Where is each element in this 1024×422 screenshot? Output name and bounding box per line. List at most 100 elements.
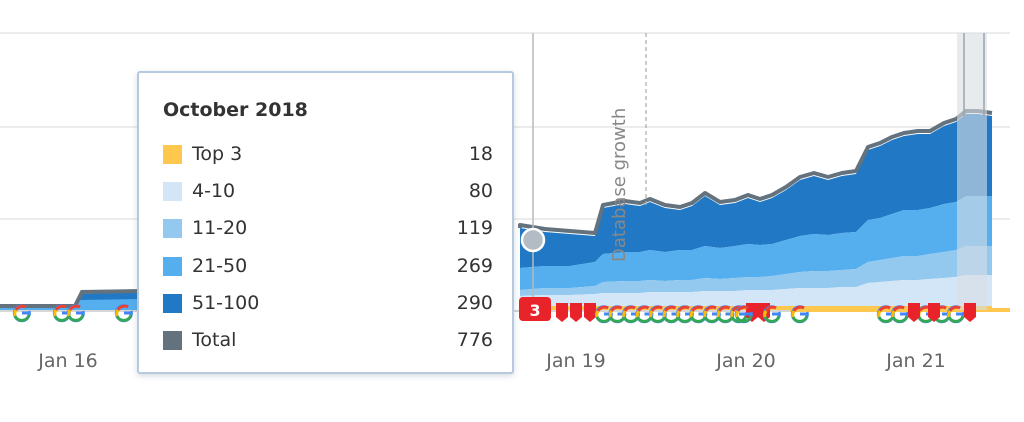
highlight-band	[957, 33, 987, 310]
google-icon-arc	[67, 309, 72, 317]
google-icon-arc	[763, 310, 768, 318]
note-marker-shape	[570, 303, 582, 322]
google-icon-arc	[649, 310, 654, 318]
google-icon-arc	[54, 304, 67, 311]
google-icon-arc	[622, 310, 627, 318]
google-icon-arc	[718, 305, 731, 312]
legend-swatch	[163, 294, 182, 313]
note-marker	[570, 303, 582, 322]
google-icon-arc	[67, 314, 85, 322]
stacked-area-layers	[0, 114, 992, 310]
google-icon	[890, 305, 909, 324]
google-icon-arc	[116, 304, 129, 311]
google-icon-arc	[53, 309, 58, 317]
note-marker-shape	[928, 303, 940, 322]
google-icon-arc	[703, 310, 708, 318]
tooltip-row-51-100: 51-100 290	[163, 291, 493, 315]
tooltip-row-label: Total	[192, 329, 237, 351]
tooltip-row-value: 290	[456, 292, 493, 314]
google-icon-arc	[947, 310, 952, 318]
legend-swatch	[163, 257, 182, 276]
note-marker-shape	[908, 303, 920, 322]
google-icon-arc	[664, 305, 677, 312]
tooltip-row-value: 269	[456, 255, 493, 277]
google-icon-arc	[689, 310, 694, 318]
google-icon-arc	[716, 310, 721, 318]
hover-point	[520, 227, 546, 253]
tooltip-row-label: 4-10	[192, 180, 236, 202]
google-icon	[790, 305, 809, 324]
tooltip-row-value: 776	[456, 329, 493, 351]
google-icon-arc	[691, 305, 704, 312]
data-tooltip: October 2018 Top 3 18 4-10 80 11-20 119 …	[137, 71, 514, 374]
note-marker	[556, 303, 568, 322]
tooltip-row-top-3: Top 3 18	[163, 142, 493, 166]
google-icon	[734, 305, 753, 324]
area-51-100	[520, 114, 992, 268]
google-icon-arc	[662, 310, 667, 318]
tooltip-row-total: Total 776	[163, 328, 493, 352]
google-icon-arc	[878, 305, 891, 312]
tooltip-row-21-50: 21-50 269	[163, 254, 493, 278]
note-marker-shape	[584, 303, 596, 322]
google-icon-arc	[877, 310, 882, 318]
tooltip-row-11-20: 11-20 119	[163, 216, 493, 240]
google-icon-arc	[763, 315, 781, 323]
note-marker	[908, 303, 920, 322]
google-icon-arc	[704, 305, 717, 312]
google-icon-arc	[637, 305, 650, 312]
notes-badge: 3	[519, 297, 551, 321]
google-icon-arc	[948, 305, 961, 312]
google-icon-arc	[68, 304, 81, 311]
tooltip-row-label: 21-50	[192, 255, 248, 277]
note-marker-shape	[964, 303, 976, 322]
google-icon-arc	[608, 310, 613, 318]
x-tick-label: Jan 20	[715, 350, 776, 372]
tooltip-row-value: 80	[468, 180, 493, 202]
x-tick-label: Jan 21	[885, 350, 946, 372]
google-icon-arc	[736, 305, 749, 312]
notes-badge-bg	[519, 297, 551, 321]
legend-swatch	[163, 182, 182, 201]
google-icon	[946, 305, 965, 324]
google-icon-arc	[677, 305, 690, 312]
tooltip-row-value: 18	[468, 143, 493, 165]
google-icon-arc	[53, 314, 71, 322]
google-icon-arc	[947, 315, 965, 323]
google-icon-arc	[735, 315, 753, 323]
google-icon-arc	[791, 315, 809, 323]
legend-swatch	[163, 331, 182, 350]
tooltip-row-label: 11-20	[192, 217, 248, 239]
google-icon-arc	[891, 310, 896, 318]
google-icon-arc	[610, 305, 623, 312]
google-icon-arc	[650, 305, 663, 312]
google-icon-arc	[764, 305, 777, 312]
note-marker-shape	[556, 303, 568, 322]
google-icon	[762, 305, 781, 324]
google-icon-arc	[791, 310, 796, 318]
google-icon-arc	[115, 309, 120, 317]
database-growth-annotation: Database growth	[609, 108, 630, 262]
google-icon-arc	[877, 315, 895, 323]
google-icon-arc	[596, 305, 609, 312]
x-tick-label: Jan 19	[545, 350, 606, 372]
google-icon	[12, 304, 31, 323]
google-icon-arc	[792, 305, 805, 312]
legend-swatch	[163, 145, 182, 164]
legend-swatch	[163, 219, 182, 238]
total-line	[518, 109, 993, 235]
event-markers[interactable]: 3	[12, 297, 976, 324]
tooltip-row-label: 51-100	[192, 292, 260, 314]
google-icon-arc	[735, 310, 740, 318]
google-icon-arc	[115, 314, 133, 322]
note-marker	[928, 303, 940, 322]
notes-badge-count: 3	[529, 301, 540, 320]
google-icon	[66, 304, 85, 323]
tooltip-row-value: 119	[456, 217, 493, 239]
area-21-50	[520, 196, 992, 290]
x-axis-ticks: Jan 16 Jan 19 Jan 20 Jan 21	[37, 350, 946, 372]
google-icon-arc	[13, 314, 31, 322]
total-line-left	[0, 289, 141, 308]
google-icon-arc	[623, 305, 636, 312]
